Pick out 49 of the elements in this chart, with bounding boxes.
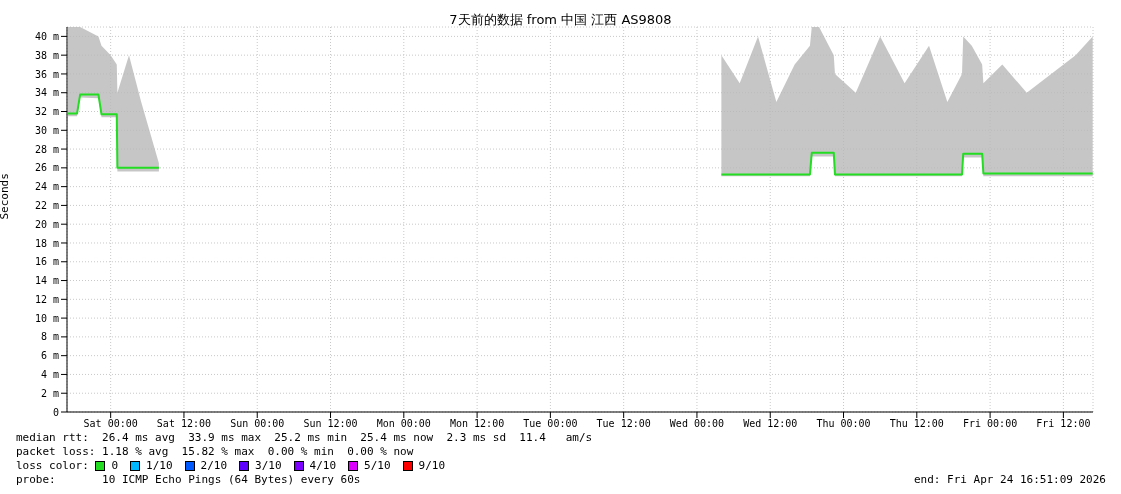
y-tick-label: 40 m — [34, 30, 59, 42]
x-tick-label: Wed 12:00 — [743, 418, 798, 430]
legend-label: 4/10 — [309, 459, 337, 473]
chart-title: 7天前的数据 from 中国 江西 AS9808 — [448, 11, 673, 29]
y-tick-label: 2 m — [40, 387, 59, 399]
y-tick-label: 36 m — [34, 68, 59, 80]
y-tick-label: 16 m — [34, 256, 59, 268]
x-tick-label: Thu 12:00 — [889, 418, 944, 430]
y-tick-label: 10 m — [34, 312, 59, 324]
y-tick-label: 38 m — [34, 49, 59, 61]
legend-title: loss color: — [16, 459, 90, 473]
y-tick-label: 6 m — [40, 350, 59, 362]
x-tick-label: Tue 12:00 — [596, 418, 651, 430]
legend-label: 5/10 — [364, 459, 391, 473]
y-tick-label: 0 — [52, 406, 59, 418]
y-tick-label: 28 m — [34, 143, 59, 155]
y-tick-label: 12 m — [34, 293, 59, 305]
y-tick-label: 30 m — [34, 124, 59, 136]
x-tick-label: Sat 12:00 — [156, 418, 212, 430]
x-tick-label: Sun 12:00 — [303, 418, 358, 430]
x-tick-label: Tue 00:00 — [523, 418, 578, 430]
y-tick-label: 34 m — [34, 87, 59, 99]
text: packet loss: 1.18 % avg 15.82 % max 0.00 % min 0.00 % now — [16, 445, 415, 459]
text: probe: 10 ICMP Echo Pings (64 Bytes) every 60s — [16, 473, 361, 487]
x-tick-label: Wed 00:00 — [669, 418, 725, 430]
y-tick-label: 8 m — [40, 331, 59, 343]
y-tick-label: 18 m — [34, 237, 59, 249]
y-tick-label: 14 m — [34, 275, 59, 287]
y-tick-label: 24 m — [34, 181, 59, 193]
x-tick-label: Sun 00:00 — [230, 418, 285, 430]
y-tick-label: 32 m — [34, 106, 59, 118]
text: median rtt: 26.4 ms avg 33.9 ms max 25.2 ms min 25.4 ms now 2.3 ms sd 11.4 am/s — [16, 431, 594, 445]
x-tick-label: Mon 12:00 — [450, 418, 505, 430]
x-tick-label: Mon 00:00 — [376, 418, 431, 430]
legend-label: 9/10 — [418, 459, 446, 473]
y-tick-label: 26 m — [34, 162, 59, 174]
x-tick-label: Fri 00:00 — [963, 418, 1018, 430]
y-tick-label: 22 m — [34, 199, 59, 211]
y-axis-title: Seconds — [0, 173, 11, 220]
y-tick-label: 20 m — [34, 218, 59, 230]
y-tick-label: 4 m — [40, 368, 59, 380]
legend-label: 3/10 — [255, 459, 282, 473]
legend-label: 0 — [111, 459, 119, 473]
x-tick-label: Thu 00:00 — [816, 418, 871, 430]
legend-label: 1/10 — [146, 459, 173, 473]
x-tick-label: Sat 00:00 — [83, 418, 138, 430]
text: end: Fri Apr 24 16:51:09 2026 — [913, 473, 1106, 487]
legend-label: 2/10 — [200, 459, 228, 473]
x-tick-label: Fri 12:00 — [1036, 418, 1091, 430]
